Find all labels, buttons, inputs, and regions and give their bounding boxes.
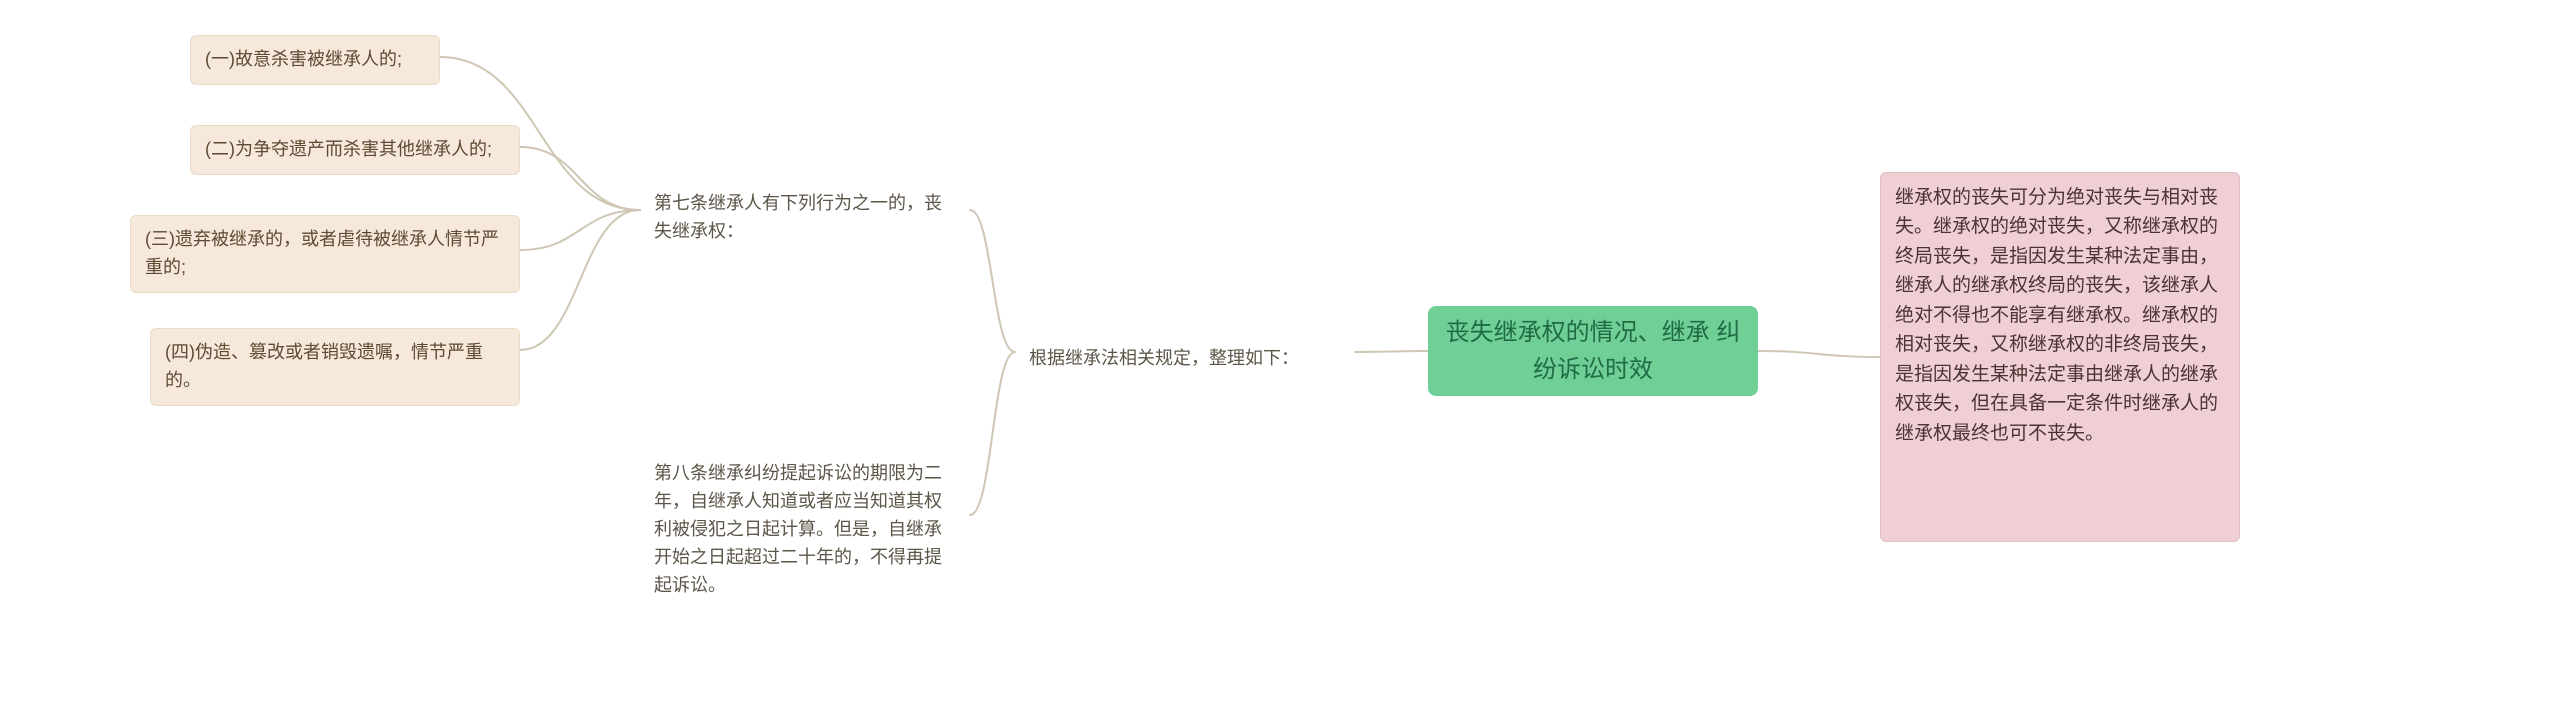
- leaf-3-text: (三)遗弃被继承的，或者虐待被继承人情节严重的;: [145, 229, 499, 277]
- left-intro-text: 根据继承法相关规定，整理如下：: [1029, 348, 1299, 368]
- leaf-1-text: (一)故意杀害被继承人的;: [205, 49, 402, 69]
- article7-node[interactable]: 第七条继承人有下列行为之一的，丧失继承权：: [640, 180, 970, 256]
- leaf-1[interactable]: (一)故意杀害被继承人的;: [190, 35, 440, 85]
- leaf-4[interactable]: (四)伪造、篡改或者销毁遗嘱，情节严重的。: [150, 328, 520, 406]
- leaf-2[interactable]: (二)为争夺遗产而杀害其他继承人的;: [190, 125, 520, 175]
- left-intro-node[interactable]: 根据继承法相关规定，整理如下：: [1015, 335, 1355, 383]
- right-branch-text: 继承权的丧失可分为绝对丧失与相对丧失。继承权的绝对丧失，又称继承权的终局丧失，是…: [1895, 187, 2218, 444]
- leaf-2-text: (二)为争夺遗产而杀害其他继承人的;: [205, 139, 492, 159]
- leaf-4-text: (四)伪造、篡改或者销毁遗嘱，情节严重的。: [165, 342, 483, 390]
- article8-node[interactable]: 第八条继承纠纷提起诉讼的期限为二年，自继承人知道或者应当知道其权利被侵犯之日起计…: [640, 450, 970, 609]
- article7-text: 第七条继承人有下列行为之一的，丧失继承权：: [654, 193, 942, 241]
- article8-text: 第八条继承纠纷提起诉讼的期限为二年，自继承人知道或者应当知道其权利被侵犯之日起计…: [654, 463, 942, 595]
- right-branch-node[interactable]: 继承权的丧失可分为绝对丧失与相对丧失。继承权的绝对丧失，又称继承权的终局丧失，是…: [1880, 172, 2240, 542]
- leaf-3[interactable]: (三)遗弃被继承的，或者虐待被继承人情节严重的;: [130, 215, 520, 293]
- root-label: 丧失继承权的情况、继承 纠纷诉讼时效: [1442, 314, 1744, 388]
- root-node[interactable]: 丧失继承权的情况、继承 纠纷诉讼时效: [1428, 306, 1758, 396]
